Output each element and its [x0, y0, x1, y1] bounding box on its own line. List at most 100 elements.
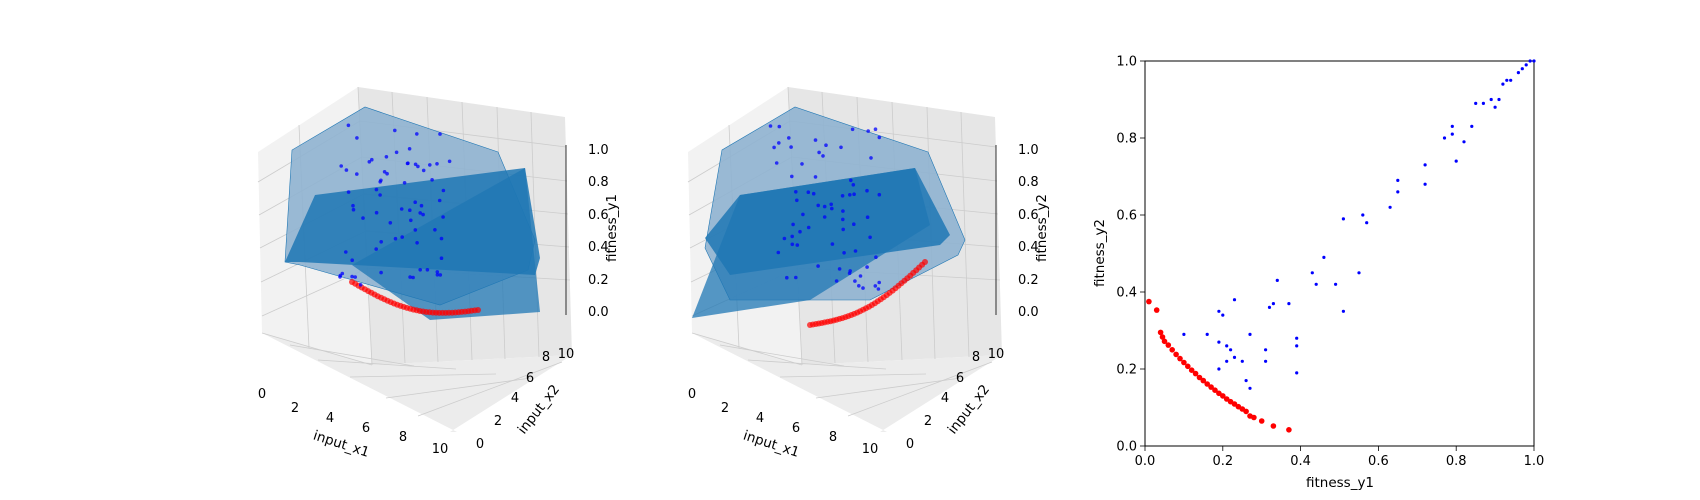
pareto-point — [1177, 355, 1183, 362]
x-tick-label: 0.0 — [1135, 454, 1156, 469]
population-point — [842, 251, 846, 255]
pareto-point — [1270, 423, 1277, 429]
population-point — [1341, 217, 1345, 221]
population-point — [849, 178, 853, 183]
population-point — [865, 215, 870, 219]
population-point — [1423, 182, 1427, 186]
population-point — [419, 203, 424, 208]
population-point — [1221, 313, 1225, 317]
population-point — [1481, 101, 1485, 105]
z-axis-label: fitness_y2 — [1034, 194, 1050, 262]
population-point — [379, 270, 383, 275]
population-point — [1524, 63, 1528, 67]
z-tick-label: 0.0 — [1018, 305, 1039, 320]
population-point — [400, 235, 405, 239]
population-point — [1310, 271, 1314, 275]
population-point — [800, 162, 804, 166]
x-tick-label: 0.8 — [1446, 454, 1467, 469]
pareto-point — [1169, 347, 1175, 353]
population-point — [1229, 348, 1233, 352]
y-tick-label: 8 — [542, 350, 550, 365]
population-point — [1232, 298, 1237, 302]
population-point — [1388, 205, 1392, 209]
z-tick-label: 0.4 — [1018, 240, 1039, 255]
population-point — [1450, 124, 1454, 128]
population-point — [409, 218, 413, 223]
y-tick-label: 2 — [494, 414, 502, 429]
population-point — [438, 132, 442, 136]
population-point — [794, 275, 798, 280]
population-point — [873, 284, 878, 288]
y-tick-label: 6 — [956, 371, 964, 386]
population-point — [433, 228, 437, 232]
population-point — [1264, 359, 1268, 363]
population-point — [816, 203, 820, 208]
population-point — [382, 170, 387, 174]
z-axis: 1.0 0.8 0.6 0.4 0.2 0.0 fitness_y2 — [995, 143, 1050, 320]
y-tick-label: 4 — [511, 391, 519, 406]
population-point — [813, 138, 818, 142]
y-tick-label: 4 — [941, 391, 949, 406]
y-tick-label: 2 — [924, 414, 932, 429]
population-point — [1396, 190, 1400, 194]
y-axis: 0.0 0.2 0.4 0.6 0.8 1.0 — [1116, 55, 1145, 455]
surface-plot-fitness-y2: 1.0 0.8 0.6 0.4 0.2 0.0 fitness_y2 0 2 4… — [687, 86, 1050, 461]
scatter-points — [1146, 59, 1536, 433]
population-points — [338, 123, 452, 287]
x-tick-label: 10 — [862, 442, 879, 457]
z-tick-labels: 1.0 0.8 0.6 0.4 0.2 0.0 — [588, 143, 609, 320]
y-tick-label: 10 — [558, 347, 575, 362]
population-point — [789, 145, 793, 149]
population-point — [877, 135, 882, 140]
population-point — [1505, 78, 1509, 82]
population-point — [873, 127, 878, 131]
x-tick-label: 0.4 — [1290, 454, 1311, 469]
population-point — [435, 270, 440, 274]
population-point — [346, 123, 351, 128]
population-point — [869, 156, 873, 160]
population-point — [435, 162, 439, 166]
population-point — [367, 160, 372, 164]
x-tick-label: 0.6 — [1368, 454, 1389, 469]
z-tick-label: 0.8 — [588, 175, 609, 190]
population-point — [346, 190, 351, 194]
x-tick-label: 2 — [291, 401, 299, 416]
population-point — [806, 225, 811, 230]
population-point — [418, 211, 423, 215]
y-axis-label: fitness_y2 — [1092, 219, 1108, 287]
pareto-point — [1231, 401, 1238, 407]
population-point — [415, 241, 419, 245]
z-tick-label: 0.2 — [588, 273, 609, 288]
population-point — [865, 188, 869, 193]
population-point — [439, 256, 444, 261]
population-point — [1264, 348, 1268, 352]
z-tick-label: 1.0 — [1018, 143, 1039, 158]
population-point — [1528, 59, 1532, 63]
population-point — [447, 159, 452, 164]
population-point — [425, 268, 430, 272]
y-axis-label: input_x2 — [515, 382, 563, 438]
population-point — [1322, 255, 1326, 259]
population-point — [774, 161, 779, 165]
population-point — [785, 275, 789, 280]
population-point — [866, 129, 870, 133]
population-point — [1532, 59, 1536, 63]
population-point — [1275, 278, 1279, 282]
population-point — [358, 283, 363, 287]
population-point — [411, 275, 415, 280]
population-point — [874, 255, 878, 259]
y-tick-label: 0.2 — [1116, 363, 1137, 378]
pareto-points — [349, 279, 481, 316]
population-point — [350, 258, 355, 263]
z-tick-label: 0.2 — [1018, 273, 1039, 288]
population-point — [408, 275, 412, 279]
population-point — [1182, 332, 1186, 336]
population-point — [438, 273, 443, 277]
population-point — [385, 171, 389, 176]
population-point — [430, 178, 434, 182]
population-point — [1287, 302, 1291, 306]
population-point — [777, 124, 782, 129]
population-point — [850, 127, 855, 132]
population-point — [1423, 163, 1427, 167]
population-point — [379, 240, 384, 244]
